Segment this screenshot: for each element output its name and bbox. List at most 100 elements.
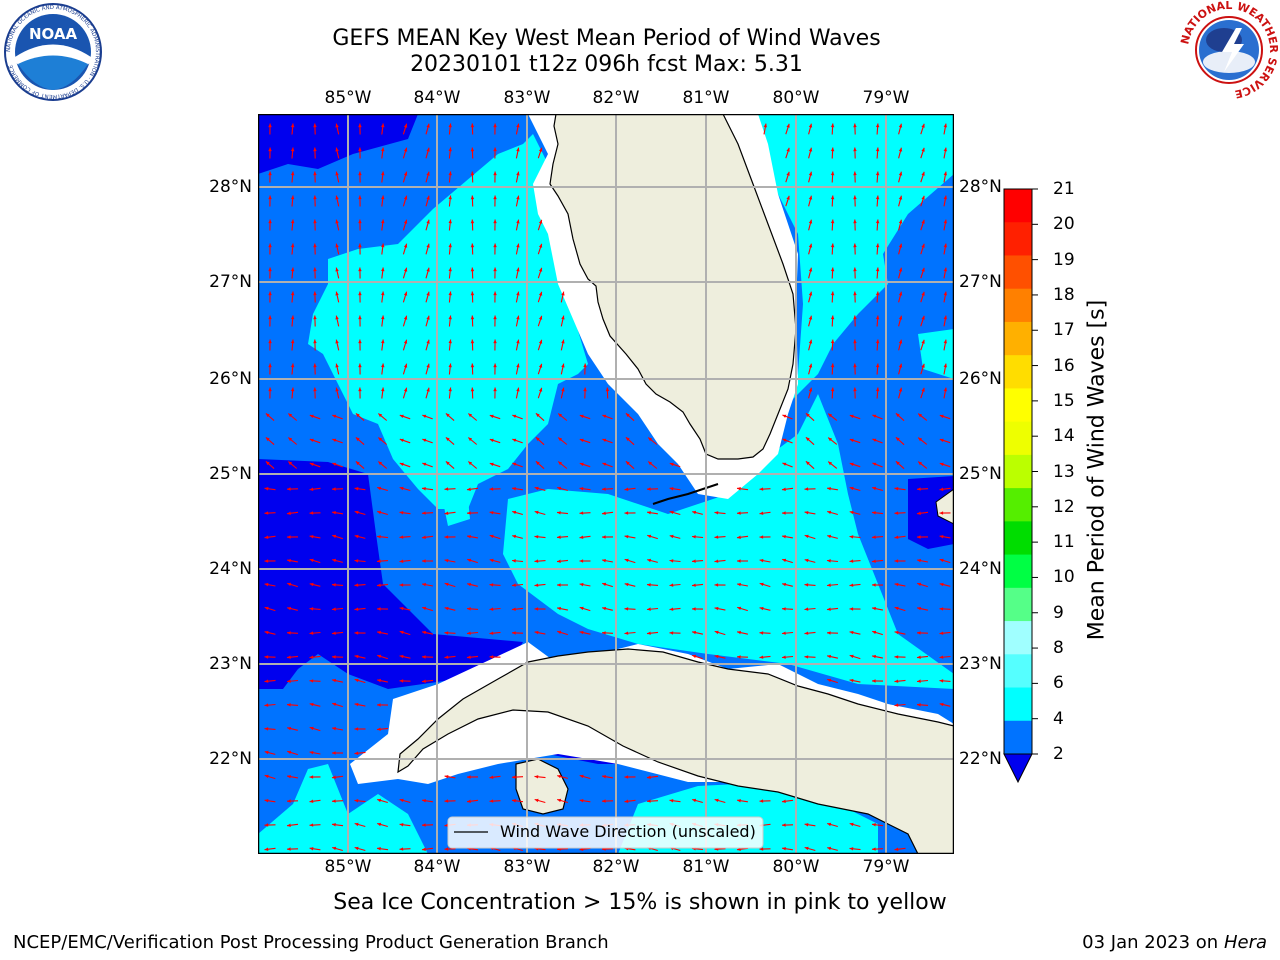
wave-direction-arrowhead: [287, 750, 292, 755]
wave-direction-arrowhead: [939, 582, 944, 587]
wave-direction-arrowhead: [426, 315, 430, 320]
wave-direction-arrowhead: [358, 195, 362, 200]
wave-direction-arrowhead: [805, 413, 810, 417]
wave-direction-arrowhead: [535, 437, 540, 441]
wave-direction-arrowhead: [827, 583, 831, 587]
wave-direction-arrowhead: [309, 414, 314, 418]
wave-direction-arrowhead: [625, 413, 630, 417]
wave-direction-arrowhead: [377, 727, 381, 731]
wave-direction-arrowhead: [467, 487, 471, 491]
wave-direction-arrowhead: [309, 751, 314, 755]
wave-direction-arrowhead: [512, 487, 516, 491]
wave-direction-arrowhead: [759, 511, 764, 515]
wave-direction-arrowhead: [489, 607, 494, 611]
wave-direction-arrowhead: [875, 315, 880, 320]
wave-direction-arrowhead: [377, 583, 381, 587]
wave-direction-arrowhead: [287, 847, 291, 851]
wave-direction-arrowhead: [943, 243, 947, 248]
wave-direction-arrowhead: [288, 413, 293, 418]
wave-direction-arrowhead: [381, 315, 385, 320]
wave-direction-arrowhead: [534, 535, 539, 539]
wave-direction-arrowhead: [624, 582, 629, 587]
wave-direction-arrowhead: [422, 630, 426, 635]
wave-direction-arrowhead: [917, 511, 921, 515]
colorbar-tick-label: 21: [1053, 179, 1075, 199]
wave-direction-arrowhead: [894, 582, 899, 587]
wave-direction-arrowhead: [538, 219, 543, 224]
wave-direction-arrowhead: [759, 799, 764, 803]
wave-direction-arrowhead: [493, 363, 497, 368]
wave-direction-arrowhead: [759, 631, 764, 635]
wave-direction-arrowhead: [939, 535, 944, 539]
wave-direction-arrowhead: [895, 461, 900, 465]
wave-direction-arrowhead: [467, 655, 471, 659]
wave-direction-arrowhead: [561, 339, 565, 344]
wave-direction-arrowhead: [426, 387, 430, 392]
wave-direction-arrowhead: [489, 438, 494, 443]
wave-direction-arrowhead: [403, 363, 408, 368]
wave-direction-arrowhead: [377, 510, 382, 515]
wave-direction-arrowhead: [358, 219, 362, 224]
wave-direction-arrowhead: [448, 387, 452, 392]
colorbar-tick-label: 17: [1053, 320, 1075, 341]
wave-direction-arrowhead: [875, 291, 880, 296]
wave-direction-arrowhead: [894, 487, 899, 491]
wave-direction-arrowhead: [403, 147, 408, 152]
wave-direction-arrowhead: [448, 147, 452, 152]
colorbar-segment: [1004, 355, 1032, 389]
wave-direction-arrowhead: [313, 339, 317, 344]
wave-direction-arrowhead: [399, 679, 404, 683]
wave-direction-arrowhead: [287, 535, 291, 539]
wave-direction-arrowhead: [624, 535, 629, 539]
wave-direction-arrowhead: [853, 315, 857, 320]
wave-direction-arrowhead: [378, 437, 383, 442]
wave-direction-arrowhead: [448, 195, 452, 200]
wave-direction-arrowhead: [467, 799, 471, 803]
lon-label: 80°W: [772, 857, 820, 877]
wave-direction-arrowhead: [467, 775, 471, 779]
wave-direction-arrowhead: [917, 558, 921, 563]
wave-direction-arrowhead: [493, 243, 497, 248]
wave-direction-arrowhead: [669, 559, 674, 563]
wave-direction-arrowhead: [377, 847, 381, 851]
wave-direction-arrowhead: [538, 315, 543, 320]
wave-direction-arrowhead: [313, 267, 317, 272]
wave-direction-arrowhead: [602, 487, 606, 491]
lon-label: 83°W: [503, 88, 551, 108]
colorbar-segment: [1004, 554, 1032, 589]
wave-direction-arrowhead: [313, 123, 317, 128]
colorbar-tick-label: 6: [1053, 673, 1064, 694]
colorbar-segment: [1004, 654, 1032, 689]
wave-direction-arrowhead: [309, 582, 314, 587]
wave-direction-arrowhead: [426, 267, 430, 272]
wave-direction-arrowhead: [534, 486, 539, 491]
wave-direction-arrowhead: [625, 461, 630, 465]
wave-period-map: Wind Wave Direction (unscaled): [258, 114, 954, 854]
wave-direction-arrowhead: [512, 799, 516, 803]
wave-direction-arrowhead: [849, 414, 854, 419]
wave-direction-arrowhead: [448, 243, 452, 248]
wave-direction-arrowhead: [468, 413, 473, 418]
wave-direction-arrowhead: [939, 438, 944, 443]
wave-direction-arrowhead: [358, 123, 362, 128]
wave-direction-arrowhead: [332, 534, 337, 539]
wave-direction-arrowhead: [313, 147, 317, 152]
wave-direction-arrowhead: [602, 462, 607, 466]
wave-direction-arrowhead: [782, 511, 786, 515]
lat-label: 24°N: [209, 559, 252, 579]
wave-direction-arrowhead: [468, 461, 473, 466]
wave-direction-arrowhead: [602, 535, 606, 539]
wave-direction-arrowhead: [853, 243, 857, 248]
wave-direction-arrowhead: [602, 414, 607, 418]
wave-direction-arrowhead: [309, 558, 314, 563]
wave-direction-arrowhead: [808, 171, 813, 176]
wave-direction-arrowhead: [444, 823, 449, 827]
wave-direction-arrowhead: [558, 461, 563, 466]
wave-direction-arrowhead: [827, 487, 831, 491]
wave-direction-arrowhead: [875, 243, 880, 248]
wave-direction-arrowhead: [898, 363, 903, 368]
wave-direction-arrowhead: [381, 243, 385, 248]
wave-direction-arrowhead: [849, 486, 854, 491]
wave-direction-arrowhead: [489, 414, 494, 419]
wave-direction-arrowhead: [354, 678, 359, 683]
